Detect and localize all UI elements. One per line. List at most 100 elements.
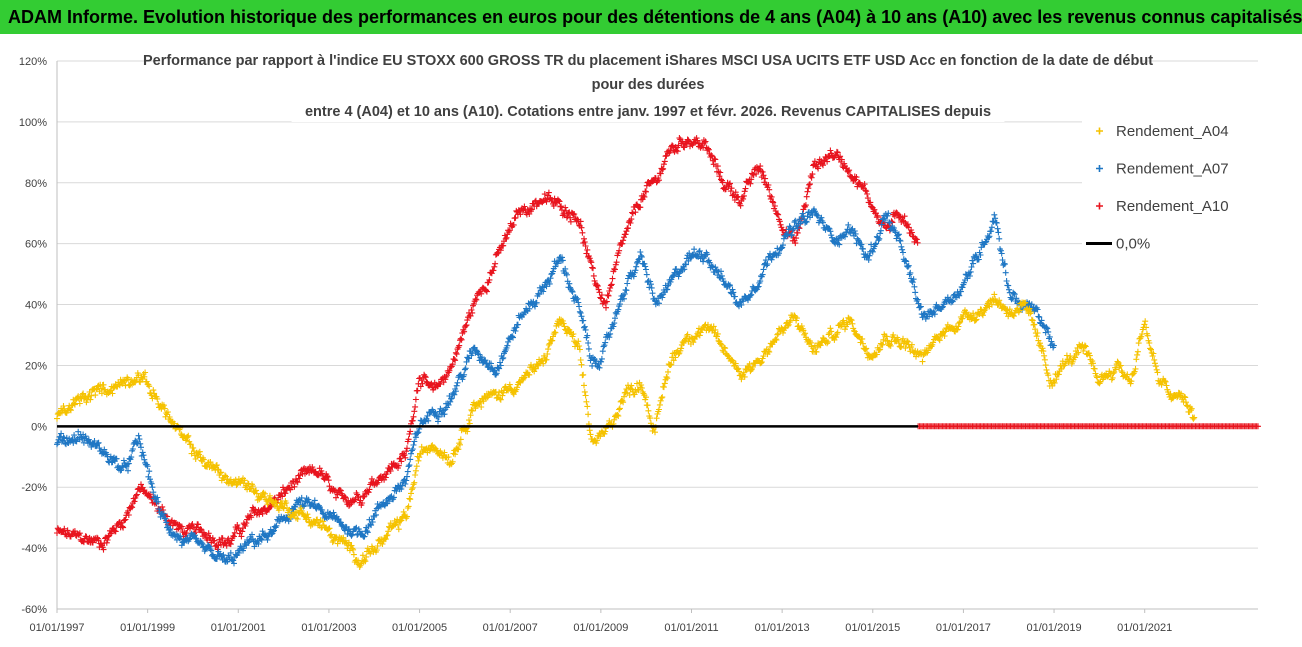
data-point bbox=[536, 291, 543, 298]
data-point bbox=[698, 251, 705, 258]
data-point bbox=[616, 405, 623, 412]
data-point bbox=[239, 528, 246, 535]
data-point bbox=[660, 384, 667, 391]
data-point bbox=[842, 233, 848, 240]
data-point bbox=[461, 328, 468, 335]
data-point bbox=[309, 464, 316, 471]
data-point bbox=[85, 436, 92, 443]
data-point bbox=[453, 351, 460, 358]
data-point bbox=[398, 486, 405, 492]
data-point bbox=[368, 522, 375, 529]
data-point bbox=[1045, 328, 1052, 335]
data-point bbox=[637, 249, 644, 255]
data-point bbox=[464, 317, 471, 324]
chart-title-line: Performance par rapport à l'indice EU ST… bbox=[143, 53, 1153, 69]
data-point bbox=[896, 237, 903, 244]
data-point bbox=[574, 295, 581, 302]
data-point bbox=[76, 400, 83, 407]
data-point bbox=[178, 431, 184, 437]
data-point bbox=[117, 467, 124, 474]
data-point bbox=[187, 441, 194, 448]
data-point bbox=[1050, 342, 1057, 349]
data-point bbox=[252, 506, 259, 513]
data-point bbox=[621, 295, 627, 302]
data-point bbox=[578, 313, 585, 320]
data-point bbox=[67, 406, 74, 413]
data-point bbox=[607, 330, 614, 337]
data-point bbox=[348, 532, 355, 539]
data-point bbox=[988, 228, 995, 235]
data-point bbox=[166, 414, 173, 420]
data-point bbox=[681, 266, 688, 273]
data-point bbox=[257, 536, 264, 542]
data-point bbox=[550, 268, 556, 275]
data-point bbox=[640, 192, 647, 199]
x-tick-label: 01/01/2013 bbox=[755, 622, 810, 634]
data-point bbox=[873, 240, 879, 247]
data-point bbox=[119, 523, 126, 530]
data-point bbox=[555, 197, 562, 204]
data-point bbox=[533, 299, 540, 306]
data-point bbox=[257, 494, 264, 501]
data-point bbox=[562, 265, 569, 272]
data-point bbox=[154, 494, 161, 501]
data-point bbox=[1091, 365, 1098, 372]
data-point bbox=[191, 532, 198, 539]
data-point bbox=[687, 255, 694, 262]
data-point bbox=[664, 286, 671, 293]
data-point bbox=[891, 225, 897, 231]
data-points bbox=[54, 135, 1261, 570]
data-point bbox=[551, 195, 558, 202]
data-point bbox=[447, 398, 454, 405]
data-point bbox=[1001, 261, 1008, 268]
data-point bbox=[395, 462, 402, 469]
data-point bbox=[919, 358, 926, 365]
data-point bbox=[297, 505, 304, 511]
data-point bbox=[766, 186, 773, 193]
data-point bbox=[584, 246, 591, 253]
data-point bbox=[611, 320, 618, 327]
data-point bbox=[855, 237, 862, 243]
data-point bbox=[730, 289, 737, 296]
data-point bbox=[147, 491, 153, 498]
data-point bbox=[701, 139, 708, 146]
data-point bbox=[311, 497, 318, 504]
data-point bbox=[264, 536, 271, 543]
data-point bbox=[409, 446, 416, 453]
data-point bbox=[330, 537, 337, 544]
data-point bbox=[461, 366, 468, 373]
data-point bbox=[146, 383, 153, 390]
data-point bbox=[219, 535, 226, 542]
data-point bbox=[591, 277, 598, 284]
data-point bbox=[197, 526, 204, 533]
data-point bbox=[456, 342, 463, 349]
data-point bbox=[1044, 325, 1051, 332]
data-point bbox=[996, 235, 1003, 242]
data-point bbox=[621, 291, 628, 297]
data-point bbox=[770, 199, 777, 206]
data-point bbox=[122, 516, 129, 523]
data-point bbox=[794, 225, 801, 232]
data-point bbox=[178, 523, 185, 530]
data-point bbox=[133, 492, 140, 499]
data-point bbox=[432, 409, 439, 416]
data-point bbox=[641, 193, 648, 200]
data-point bbox=[762, 175, 769, 182]
data-point bbox=[590, 265, 596, 272]
data-point bbox=[361, 533, 368, 540]
data-point bbox=[728, 185, 735, 192]
data-point bbox=[234, 522, 241, 528]
y-tick-label: 120% bbox=[19, 56, 47, 68]
data-point bbox=[113, 455, 120, 462]
data-point bbox=[609, 275, 616, 282]
data-point bbox=[811, 158, 818, 165]
data-point bbox=[581, 235, 587, 242]
data-point bbox=[1028, 301, 1035, 308]
data-point bbox=[624, 280, 631, 287]
data-point bbox=[949, 298, 956, 305]
data-point bbox=[526, 305, 533, 312]
data-point bbox=[607, 282, 614, 289]
data-point bbox=[576, 308, 583, 315]
data-point bbox=[759, 168, 766, 175]
data-point bbox=[463, 322, 470, 329]
